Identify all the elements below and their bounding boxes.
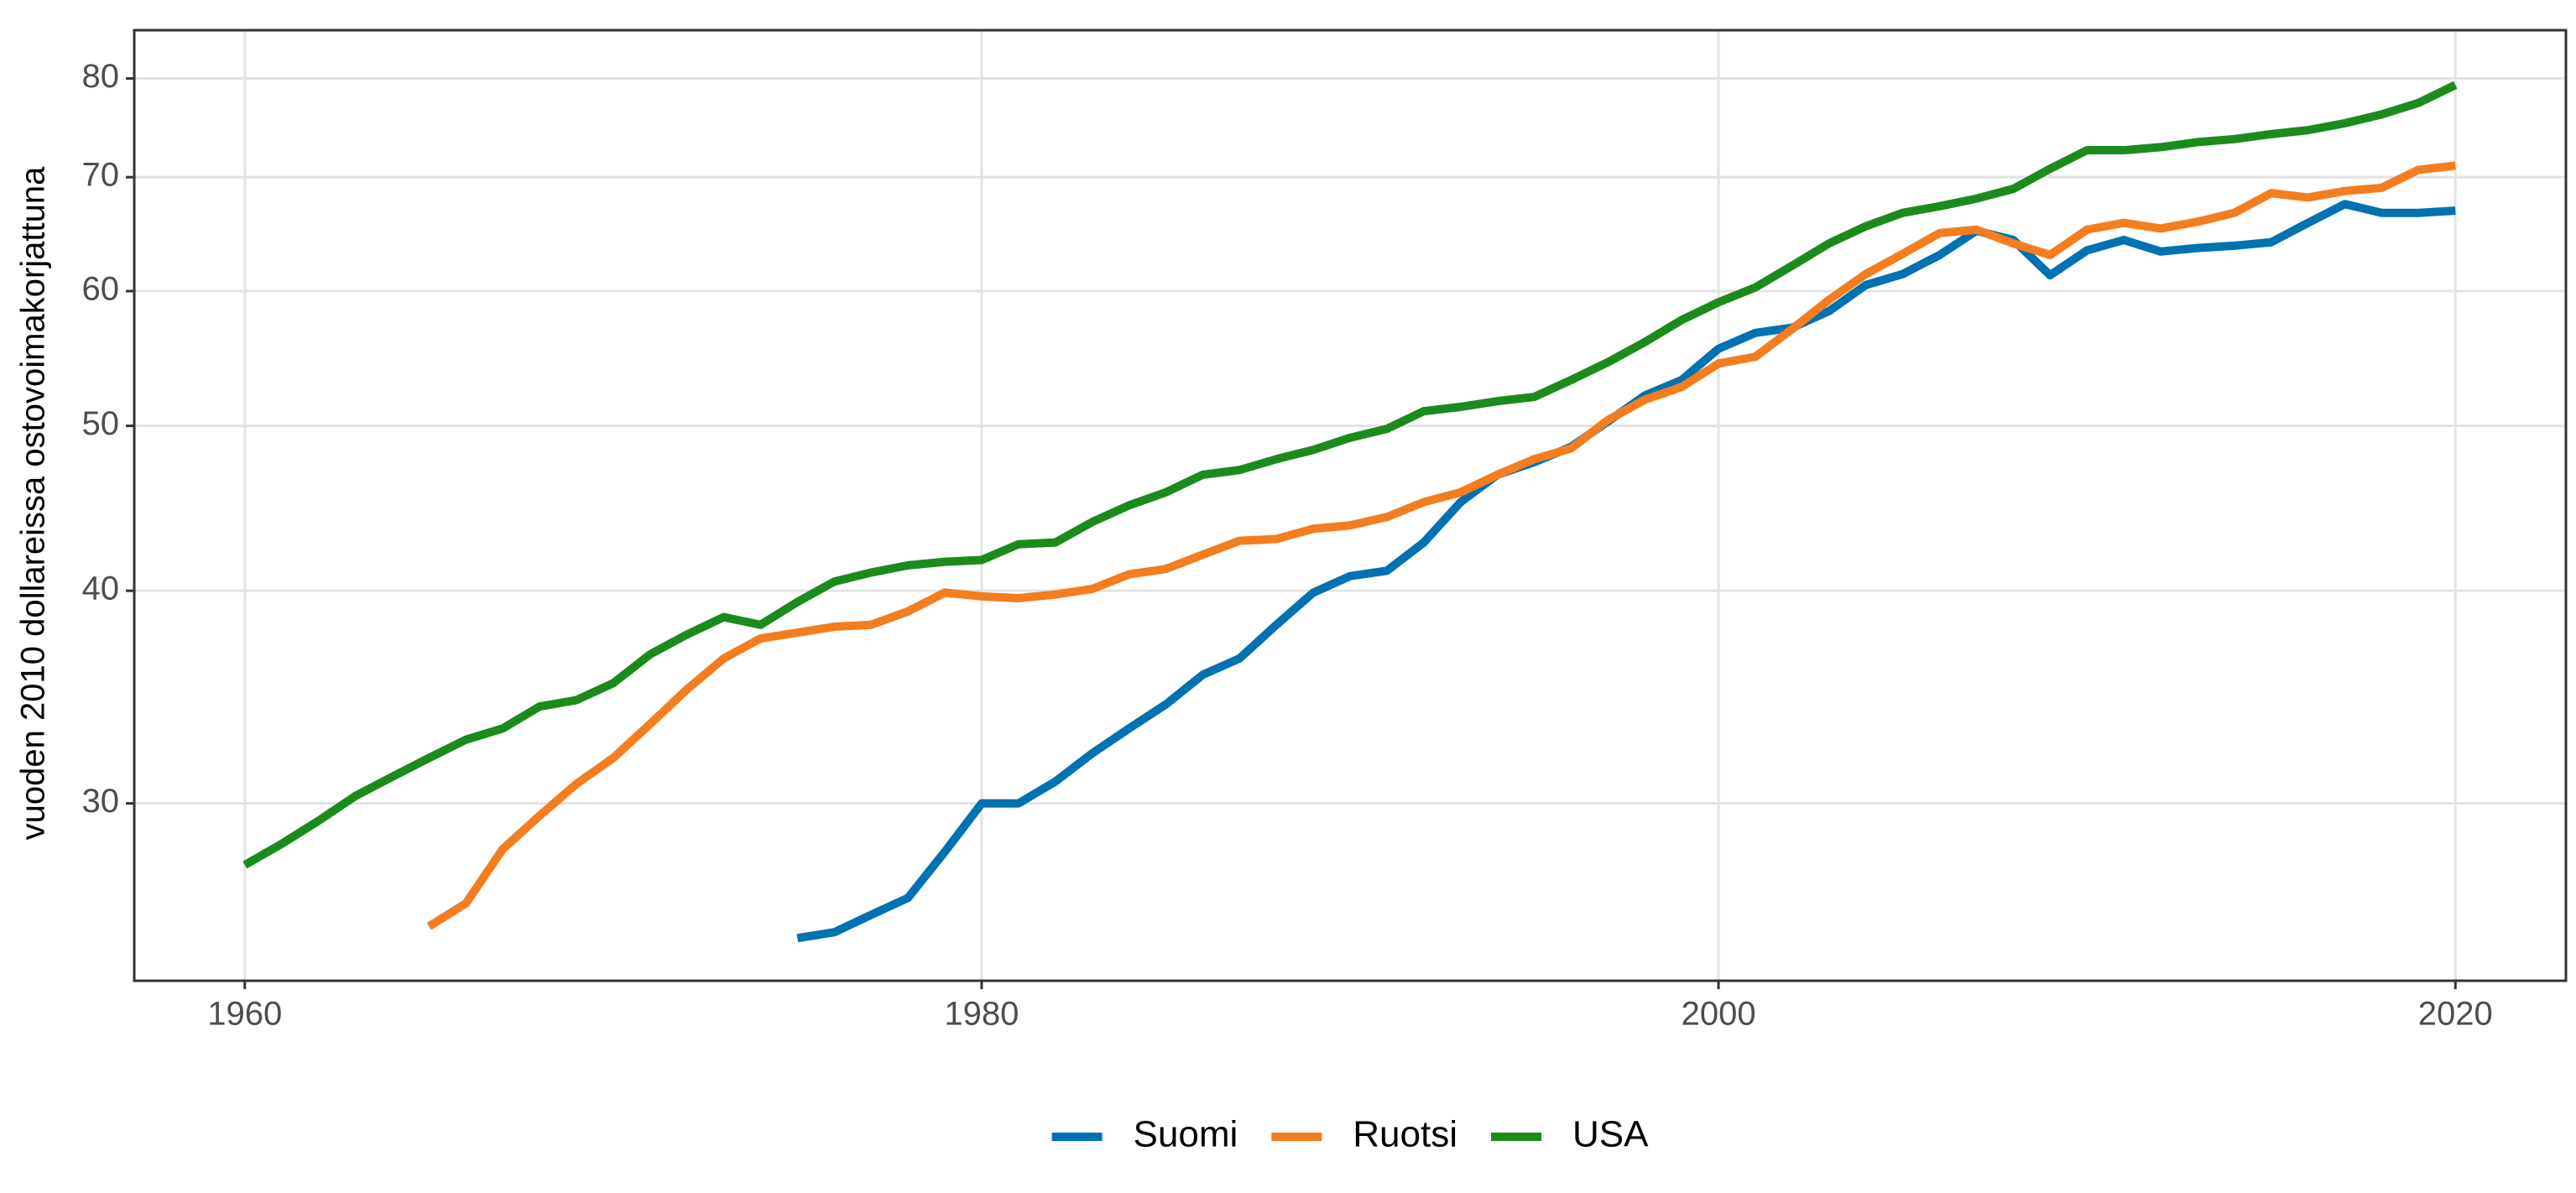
x-tick-label: 1960 — [207, 996, 282, 1033]
y-tick-label: 50 — [82, 405, 120, 442]
legend-label: Ruotsi — [1353, 1114, 1457, 1155]
legend: Suomi Ruotsi USA — [1051, 1114, 1649, 1155]
y-axis-title: vuoden 2010 dollareissa ostovoimakorjatt… — [15, 166, 52, 840]
y-tick-label: 80 — [82, 58, 120, 95]
series-line — [426, 161, 2456, 930]
x-tick-label: 1980 — [944, 996, 1019, 1033]
x-tick-label: 2000 — [1682, 996, 1756, 1033]
legend-label: Suomi — [1134, 1114, 1238, 1155]
plot-border — [133, 29, 2568, 982]
series-line — [242, 81, 2458, 869]
y-tick-label: 30 — [82, 783, 120, 820]
x-tick-label: 2020 — [2418, 996, 2493, 1033]
y-tick-label: 40 — [82, 570, 120, 607]
y-tick-label: 60 — [82, 271, 120, 308]
y-tick-label: 70 — [82, 157, 120, 194]
legend-label: USA — [1572, 1114, 1649, 1155]
